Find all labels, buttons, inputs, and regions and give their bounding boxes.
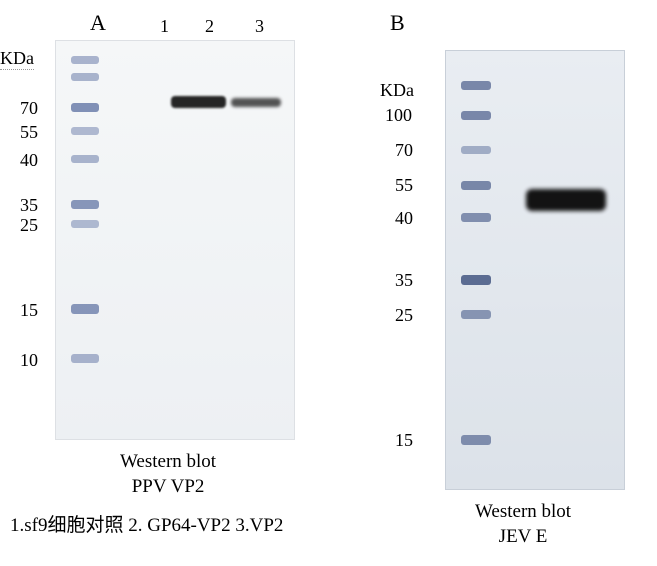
- caption-a-line2: PPV VP2: [120, 475, 216, 500]
- marker-b-55: 55: [395, 175, 413, 196]
- ladder-band: [71, 200, 99, 209]
- marker-a-70: 70: [20, 98, 38, 119]
- ladder-band: [461, 181, 491, 190]
- marker-b-15: 15: [395, 430, 413, 451]
- marker-a-15: 15: [20, 300, 38, 321]
- blot-b: [445, 50, 625, 490]
- marker-a-25: 25: [20, 215, 38, 236]
- kda-label-b: KDa: [380, 80, 414, 101]
- band-lane3: [231, 98, 281, 107]
- ladder-band: [71, 155, 99, 163]
- ladder-band: [461, 435, 491, 445]
- marker-b-70: 70: [395, 140, 413, 161]
- ladder-band: [461, 310, 491, 319]
- ladder-band: [71, 103, 99, 112]
- band-lane2: [171, 96, 226, 108]
- ladder-band: [71, 56, 99, 64]
- marker-b-25: 25: [395, 305, 413, 326]
- kda-label-a: KDa: [0, 48, 34, 70]
- caption-a-line1: Western blot: [120, 450, 216, 475]
- lane-legend: 1.sf9细胞对照 2. GP64-VP2 3.VP2: [10, 510, 283, 537]
- panel-b-label: B: [390, 10, 405, 36]
- marker-a-35: 35: [20, 195, 38, 216]
- caption-b-line1: Western blot: [475, 500, 571, 525]
- ladder-band: [461, 81, 491, 90]
- ladder-band: [71, 354, 99, 363]
- marker-a-10: 10: [20, 350, 38, 371]
- caption-a: Western blot PPV VP2: [120, 450, 216, 499]
- marker-a-55: 55: [20, 122, 38, 143]
- ladder-band: [71, 127, 99, 135]
- lane-num-2: 2: [205, 16, 214, 37]
- panel-a-label: A: [90, 10, 106, 36]
- marker-b-35: 35: [395, 270, 413, 291]
- ladder-band: [461, 213, 491, 222]
- ladder-band: [461, 111, 491, 120]
- ladder-band: [71, 304, 99, 314]
- lane-num-1: 1: [160, 16, 169, 37]
- ladder-band: [461, 275, 491, 285]
- marker-b-40: 40: [395, 208, 413, 229]
- caption-b: Western blot JEV E: [475, 500, 571, 549]
- ladder-band: [71, 220, 99, 228]
- band-b-sample: [526, 189, 606, 211]
- lane-num-3: 3: [255, 16, 264, 37]
- marker-a-40: 40: [20, 150, 38, 171]
- blot-a: [55, 40, 295, 440]
- ladder-band: [71, 73, 99, 81]
- caption-b-line2: JEV E: [475, 525, 571, 550]
- marker-b-100: 100: [385, 105, 412, 126]
- ladder-band: [461, 146, 491, 154]
